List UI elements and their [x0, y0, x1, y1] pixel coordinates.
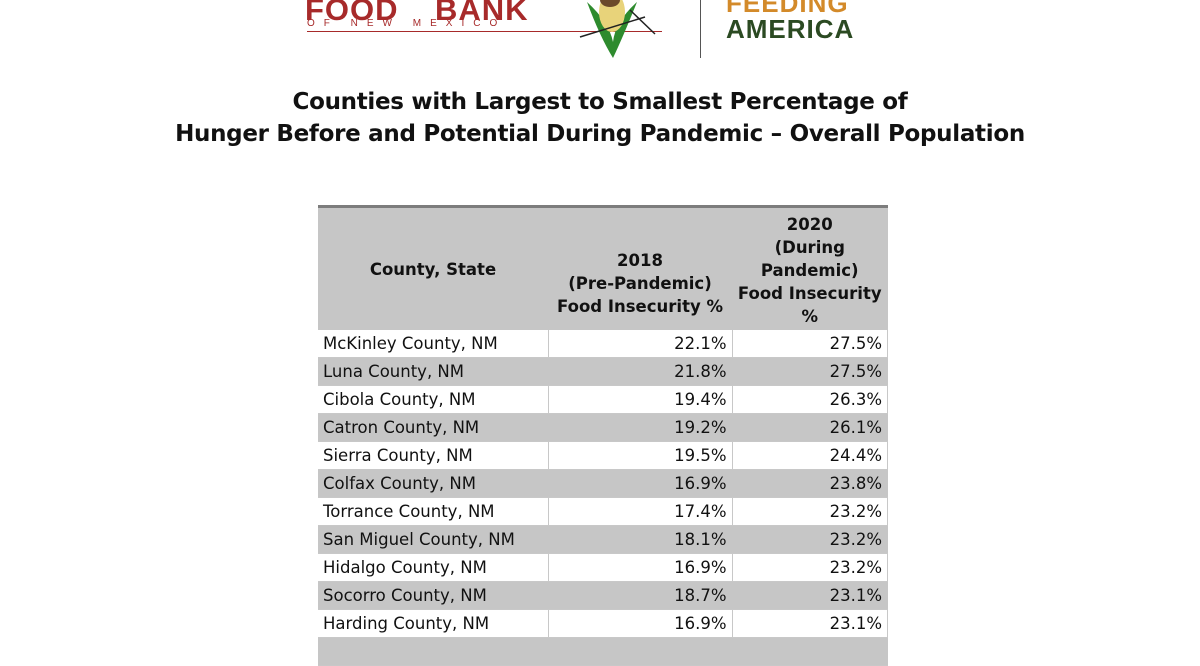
title-line-2: Hunger Before and Potential During Pande… — [175, 121, 1025, 147]
feeding-america-logo-line2: AMERICA — [726, 14, 855, 44]
county-cell: McKinley County, NM — [318, 330, 549, 358]
pct-2020-cell: 23.1% — [732, 581, 888, 610]
logo-divider — [700, 0, 701, 58]
pct-2020-cell: 24.4% — [732, 441, 888, 470]
pct-2018-cell: 18.7% — [548, 581, 733, 610]
table-row: Sierra County, NM 19.5% 24.4% — [318, 441, 888, 470]
pct-2020-cell: 23.1% — [732, 609, 888, 638]
table-header-row: County, State 2018 (Pre-Pandemic) Food I… — [318, 206, 888, 330]
pct-2018-cell: 21.8% — [548, 357, 733, 386]
header-2020: 2020 (During Pandemic) Food Insecurity % — [737, 215, 882, 326]
corn-icon — [579, 0, 656, 58]
pct-2018-cell: 19.2% — [548, 413, 733, 442]
table-row: San Miguel County, NM 18.1% 23.2% — [318, 525, 888, 554]
pct-2020-cell: 23.2% — [732, 497, 888, 526]
county-cell: Torrance County, NM — [318, 497, 549, 526]
table-row: McKinley County, NM 22.1% 27.5% — [318, 330, 888, 358]
pct-2020-cell: 26.3% — [732, 385, 888, 414]
county-cell: Hidalgo County, NM — [318, 553, 549, 582]
pct-2018-cell: 19.4% — [548, 385, 733, 414]
table-row: Catron County, NM 19.2% 26.1% — [318, 413, 888, 442]
food-bank-logo: FOOD BANK OF NEW MEXICO — [305, 0, 670, 62]
table-row: Harding County, NM 16.9% 23.1% — [318, 609, 888, 638]
county-cell: Colfax County, NM — [318, 469, 549, 498]
pct-2018-cell: 17.4% — [548, 497, 733, 526]
table-row-partial — [318, 637, 888, 666]
table-row: Socorro County, NM 18.7% 23.1% — [318, 581, 888, 610]
pct-2020-cell: 23.2% — [732, 525, 888, 554]
pct-2018-cell: 16.9% — [548, 609, 733, 638]
feeding-america-logo-line1: FEEDING — [726, 0, 849, 18]
table-row: Colfax County, NM 16.9% 23.8% — [318, 469, 888, 498]
logo-underline — [307, 31, 662, 32]
table-row: Torrance County, NM 17.4% 23.2% — [318, 497, 888, 526]
pct-2018-cell: 16.9% — [548, 553, 733, 582]
title-line-1: Counties with Largest to Smallest Percen… — [292, 89, 908, 115]
feeding-america-logo: FEEDING AMERICA — [726, 0, 854, 42]
food-insecurity-table: County, State 2018 (Pre-Pandemic) Food I… — [318, 205, 888, 666]
county-cell: San Miguel County, NM — [318, 525, 549, 554]
county-cell: Cibola County, NM — [318, 385, 549, 414]
table-row: Hidalgo County, NM 16.9% 23.2% — [318, 553, 888, 582]
food-bank-logo-bank: BANK — [435, 0, 529, 27]
county-cell: Socorro County, NM — [318, 581, 549, 610]
pct-2020-cell: 23.8% — [732, 469, 888, 498]
page-title: Counties with Largest to Smallest Percen… — [0, 86, 1200, 150]
header-2018: 2018 (Pre-Pandemic) Food Insecurity % — [557, 251, 723, 316]
table-row: Luna County, NM 21.8% 27.5% — [318, 357, 888, 386]
pct-2018-cell: 19.5% — [548, 441, 733, 470]
food-bank-logo-subtitle: OF NEW MEXICO — [307, 18, 507, 29]
pct-2018-cell: 22.1% — [548, 330, 733, 358]
table-row: Cibola County, NM 19.4% 26.3% — [318, 385, 888, 414]
pct-2018-cell: 18.1% — [548, 525, 733, 554]
county-cell: Harding County, NM — [318, 609, 549, 638]
county-cell: Luna County, NM — [318, 357, 549, 386]
pct-2020-cell: 23.2% — [732, 553, 888, 582]
pct-2020-cell: 27.5% — [732, 357, 888, 386]
pct-2020-cell: 26.1% — [732, 413, 888, 442]
food-bank-logo-food: FOOD — [305, 0, 399, 27]
county-cell: Sierra County, NM — [318, 441, 549, 470]
pct-2020-cell: 27.5% — [732, 330, 888, 358]
pct-2018-cell: 16.9% — [548, 469, 733, 498]
county-cell: Catron County, NM — [318, 413, 549, 442]
header-county-state: County, State — [369, 259, 497, 279]
